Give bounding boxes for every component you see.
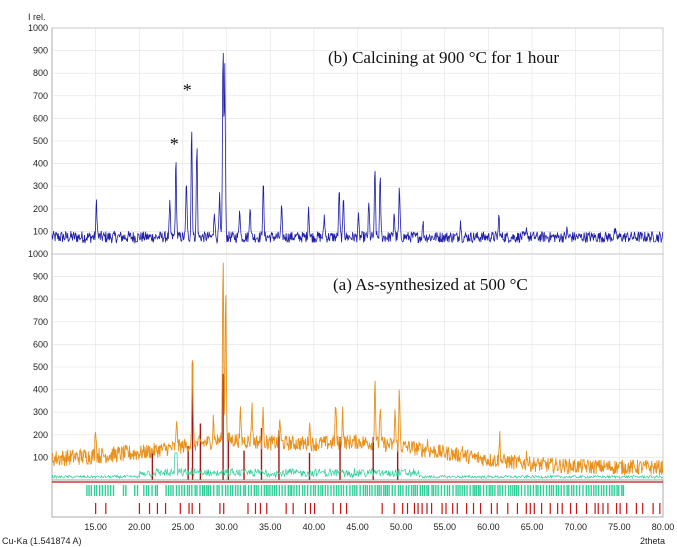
x-axis-label: 2theta <box>640 536 665 546</box>
y-tick-label: 1000 <box>28 249 48 259</box>
asterisk-1: * <box>183 80 192 100</box>
y-tick-label: 300 <box>33 407 48 417</box>
y-tick-label: 800 <box>33 68 48 78</box>
x-tick-label: 65.00 <box>521 522 544 532</box>
y-tick-label: 500 <box>33 362 48 372</box>
phase-marker-strips <box>51 479 664 518</box>
x-tick-label: 70.00 <box>564 522 587 532</box>
x-tick-label: 80.00 <box>652 522 675 532</box>
y-tick-label: 900 <box>33 46 48 56</box>
y-tick-label: 900 <box>33 272 48 282</box>
bottom-grid <box>52 253 664 480</box>
bottom-pattern-line <box>51 262 664 476</box>
x-tick-label: 20.00 <box>128 522 151 532</box>
y-tick-label: 800 <box>33 294 48 304</box>
x-tick-label: 35.00 <box>259 522 282 532</box>
top-y-tick-labels: 100 200 300 400 500 600 700 800 900 1000 <box>28 23 48 236</box>
y-tick-label: 600 <box>33 339 48 349</box>
top-annotation: (b) Calcining at 900 °C for 1 hour <box>328 48 559 67</box>
top-grid <box>52 27 664 254</box>
bottom-annotation: (a) As-synthesized at 500 °C <box>333 275 528 294</box>
top-y-axis-label: I rel. <box>28 12 46 22</box>
y-tick-label: 200 <box>33 430 48 440</box>
x-tick-label: 50.00 <box>390 522 413 532</box>
y-tick-label: 700 <box>33 317 48 327</box>
y-tick-label: 100 <box>33 452 48 462</box>
asterisk-0: * <box>170 134 179 154</box>
x-tick-label: 40.00 <box>303 522 326 532</box>
x-tick-label: 45.00 <box>346 522 369 532</box>
x-tick-label: 15.00 <box>84 522 107 532</box>
x-tick-label: 75.00 <box>608 522 631 532</box>
y-tick-label: 400 <box>33 159 48 169</box>
x-tick-labels: 15.00 20.00 25.00 30.00 35.00 40.00 45.00 50.00… <box>84 522 674 532</box>
bottom-y-tick-labels: 100 200 300 400 500 600 700 800 900 1000 <box>28 249 48 462</box>
asterisk-markers: ** <box>170 80 192 154</box>
phase2-ticks <box>95 503 661 514</box>
x-tick-label: 55.00 <box>434 522 457 532</box>
y-tick-label: 200 <box>33 204 48 214</box>
y-tick-label: 300 <box>33 181 48 191</box>
radiation-label: Cu-Ka (1.541874 A) <box>2 536 82 546</box>
panel-a-as-synthesized: 100 200 300 400 500 600 700 800 900 1000 (a) As-s… <box>28 249 664 481</box>
y-tick-label: 1000 <box>28 23 48 33</box>
x-tick-label: 25.00 <box>172 522 195 532</box>
bottom-secondary-trace <box>51 452 664 480</box>
y-tick-label: 400 <box>33 385 48 395</box>
panel-b-calcined: 100 200 300 400 500 600 700 800 900 1000 I rel. (… <box>28 12 664 255</box>
phase1-ticks <box>86 485 625 496</box>
x-tick-label: 60.00 <box>477 522 500 532</box>
x-tick-label: 30.00 <box>215 522 238 532</box>
y-tick-label: 700 <box>33 91 48 101</box>
y-tick-label: 500 <box>33 136 48 146</box>
y-tick-label: 100 <box>33 226 48 236</box>
top-pattern-line <box>51 52 664 244</box>
y-tick-label: 600 <box>33 113 48 123</box>
